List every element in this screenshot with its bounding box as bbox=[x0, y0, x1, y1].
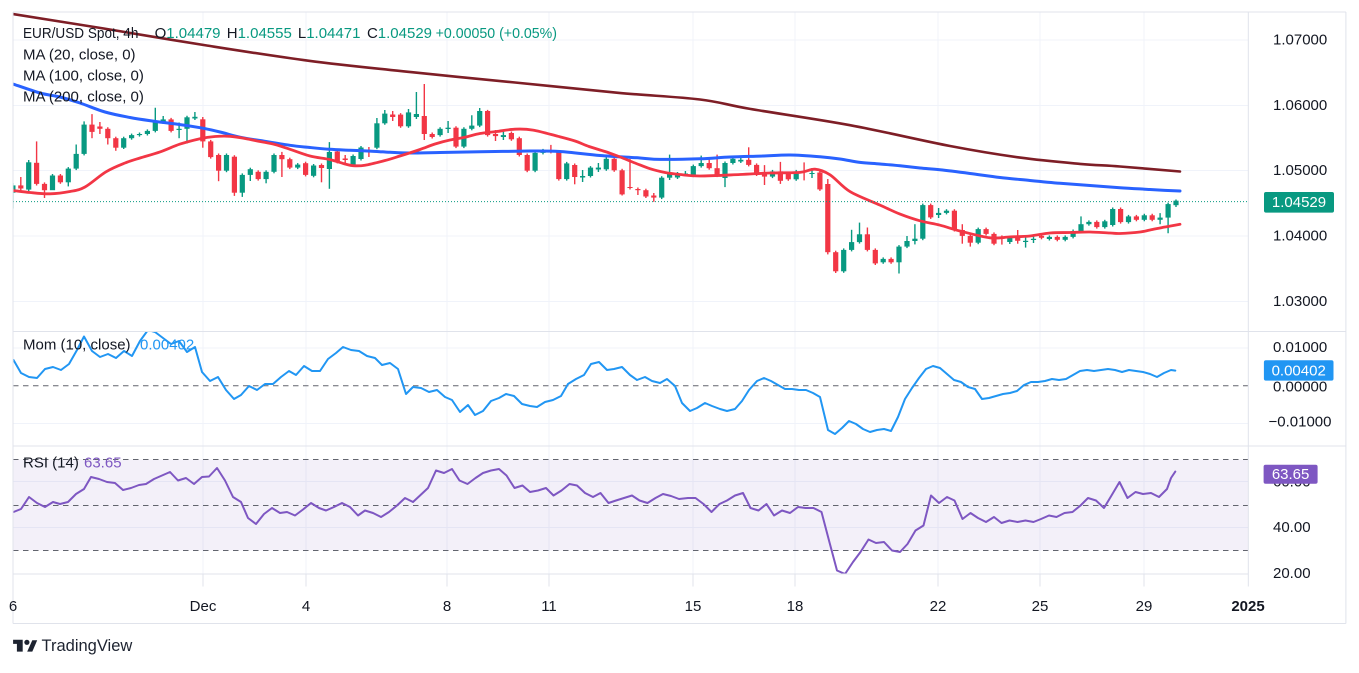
svg-text:MA (200, close, 0): MA (200, close, 0) bbox=[23, 89, 144, 106]
svg-text:6: 6 bbox=[9, 598, 17, 615]
svg-text:2025: 2025 bbox=[1231, 598, 1264, 615]
svg-text:Mom (10, close): Mom (10, close) bbox=[23, 337, 131, 354]
svg-text:63.65: 63.65 bbox=[1272, 466, 1310, 483]
svg-text:1.05000: 1.05000 bbox=[1273, 162, 1327, 179]
svg-text:25: 25 bbox=[1032, 598, 1049, 615]
svg-text:MA (100, close, 0): MA (100, close, 0) bbox=[23, 68, 144, 85]
svg-text:0.00402: 0.00402 bbox=[1272, 362, 1326, 379]
svg-text:L: L bbox=[298, 25, 306, 42]
svg-text:0.01000: 0.01000 bbox=[1273, 339, 1327, 356]
svg-text:0.00402: 0.00402 bbox=[140, 337, 194, 354]
svg-text:1.06000: 1.06000 bbox=[1273, 97, 1327, 114]
svg-text:O: O bbox=[155, 25, 167, 42]
svg-text:TradingView: TradingView bbox=[42, 637, 133, 655]
svg-text:1.03000: 1.03000 bbox=[1273, 293, 1327, 310]
svg-text:18: 18 bbox=[787, 598, 804, 615]
svg-text:1.04529: 1.04529 bbox=[1272, 194, 1326, 211]
svg-text:1.04555: 1.04555 bbox=[238, 25, 292, 42]
svg-text:+0.00050 (+0.05%): +0.00050 (+0.05%) bbox=[436, 25, 557, 42]
svg-text:RSI (14): RSI (14) bbox=[23, 455, 79, 472]
svg-text:EUR/USD Spot, 4h: EUR/USD Spot, 4h bbox=[23, 25, 138, 42]
svg-text:20.00: 20.00 bbox=[1273, 565, 1311, 582]
svg-text:8: 8 bbox=[443, 598, 451, 615]
svg-text:22: 22 bbox=[930, 598, 947, 615]
svg-text:1.04529: 1.04529 bbox=[378, 25, 432, 42]
svg-text:H: H bbox=[227, 25, 238, 42]
svg-text:C: C bbox=[367, 25, 378, 42]
svg-text:1.04000: 1.04000 bbox=[1273, 228, 1327, 245]
svg-text:15: 15 bbox=[685, 598, 702, 615]
svg-text:4: 4 bbox=[302, 598, 310, 615]
svg-text:0.00000: 0.00000 bbox=[1273, 379, 1327, 396]
svg-text:MA (20, close, 0): MA (20, close, 0) bbox=[23, 47, 136, 64]
svg-text:63.65: 63.65 bbox=[84, 455, 122, 472]
svg-text:1.07000: 1.07000 bbox=[1273, 32, 1327, 49]
svg-text:29: 29 bbox=[1136, 598, 1153, 615]
svg-text:40.00: 40.00 bbox=[1273, 519, 1311, 536]
svg-text:−0.01000: −0.01000 bbox=[1269, 414, 1332, 431]
svg-text:Dec: Dec bbox=[190, 598, 217, 615]
svg-text:1.04471: 1.04471 bbox=[306, 25, 360, 42]
svg-text:11: 11 bbox=[541, 598, 557, 615]
svg-text:1.04479: 1.04479 bbox=[166, 25, 220, 42]
